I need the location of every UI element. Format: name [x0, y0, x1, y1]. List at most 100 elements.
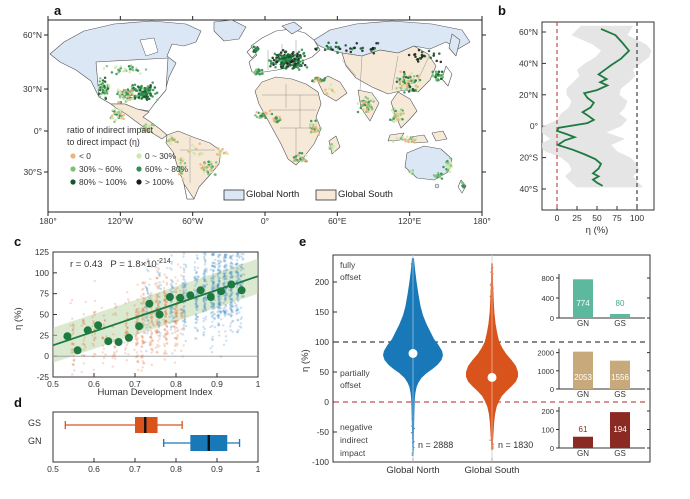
binned-mean-dot	[94, 321, 103, 330]
binned-mean-dot	[186, 291, 195, 300]
panel-d-row-gn: GN	[28, 436, 42, 446]
svg-text:125: 125	[35, 247, 49, 257]
svg-text:100: 100	[541, 426, 554, 435]
svg-text:1: 1	[256, 379, 261, 389]
panel-c-ylabel: η (%)	[13, 307, 24, 330]
svg-text:30°S: 30°S	[23, 167, 42, 177]
svg-text:0.7: 0.7	[129, 464, 141, 474]
n-global-north: n = 2888	[418, 440, 454, 450]
bar-gs	[610, 314, 630, 318]
svg-text:0: 0	[550, 444, 554, 453]
svg-text:60°W: 60°W	[182, 216, 203, 226]
binned-mean-dot	[135, 322, 144, 331]
bar-cat-partial-gs: GS	[614, 390, 626, 399]
svg-text:0.8: 0.8	[170, 379, 182, 389]
map-legend-item-0-30: 0 ~ 30%	[145, 151, 176, 161]
panel-a-label: a	[54, 3, 62, 18]
bar-cat-fully-gn: GN	[577, 319, 589, 328]
svg-text:30°N: 30°N	[23, 84, 42, 94]
bar-value-negative-gs: 194	[613, 425, 627, 434]
anno-negative-3: impact	[340, 448, 366, 458]
bar-gn	[573, 351, 593, 389]
bar-gn	[573, 436, 593, 448]
svg-text:0°: 0°	[530, 121, 538, 131]
svg-text:100: 100	[35, 268, 49, 278]
panel-e-inner	[334, 255, 649, 462]
svg-text:25: 25	[572, 213, 582, 223]
inset-fully-offset: 0 400 800	[541, 274, 650, 323]
binned-mean-dot	[196, 286, 205, 295]
svg-text:150: 150	[315, 307, 329, 317]
cat-global-south: Global South	[464, 465, 520, 476]
svg-text:800: 800	[541, 274, 554, 283]
panel-d-row-gs: GS	[28, 418, 42, 428]
inset-partially-offset: 0 1000 2000	[537, 348, 650, 394]
svg-text:0.9: 0.9	[211, 464, 223, 474]
svg-text:-25: -25	[37, 372, 50, 382]
svg-text:1000: 1000	[537, 367, 554, 376]
svg-text:100: 100	[630, 213, 644, 223]
map-axes: 60°N 30°N 0° 30°S 180° 120°W 60°W 0° 60°E 120°E 18…	[23, 16, 491, 226]
svg-text:180°: 180°	[39, 216, 57, 226]
svg-text:1: 1	[256, 464, 261, 474]
map-legend-item-80-100: 80% ~ 100%	[79, 177, 127, 187]
svg-text:0.8: 0.8	[170, 464, 182, 474]
svg-text:2000: 2000	[537, 349, 554, 358]
map-legend-item-gt100: > 100%	[145, 177, 174, 187]
panel-d-label: d	[14, 395, 22, 410]
cat-global-north: Global North	[386, 465, 440, 476]
svg-text:0°: 0°	[34, 126, 42, 136]
bar-gs	[610, 412, 630, 448]
bar-gn	[573, 279, 593, 318]
anno-partially-2: offset	[340, 380, 361, 390]
svg-text:-50: -50	[317, 427, 330, 437]
uncertainty-band	[542, 25, 652, 188]
bar-value-fully-gn: 774	[576, 299, 590, 308]
svg-text:25: 25	[40, 330, 50, 340]
svg-text:0.6: 0.6	[88, 379, 100, 389]
map-legend-item-lt0: < 0	[79, 151, 91, 161]
svg-text:400: 400	[541, 294, 554, 303]
anno-fully-2: offset	[340, 272, 361, 282]
svg-text:20°N: 20°N	[519, 90, 538, 100]
svg-text:60°N: 60°N	[23, 30, 42, 40]
svg-text:180°: 180°	[473, 216, 491, 226]
bar-gs	[610, 360, 630, 389]
binned-mean-dot	[124, 333, 133, 342]
panel-e-ylabel: η (%)	[300, 349, 311, 372]
svg-text:0: 0	[550, 385, 554, 394]
svg-text:0.5: 0.5	[47, 464, 59, 474]
panel-b-xlabel: η (%)	[585, 225, 609, 236]
svg-text:0: 0	[550, 314, 554, 323]
binned-mean-dot	[83, 326, 92, 335]
svg-text:40°N: 40°N	[519, 58, 538, 68]
binned-mean-dot	[63, 332, 72, 341]
svg-text:0.7: 0.7	[129, 379, 141, 389]
median-marker	[487, 372, 497, 382]
panel-c-xlabel: Human Development Index	[97, 387, 213, 398]
svg-text:0.6: 0.6	[88, 464, 100, 474]
svg-text:60°N: 60°N	[519, 27, 538, 37]
svg-text:120°W: 120°W	[108, 216, 134, 226]
binned-mean-dot	[237, 286, 246, 295]
svg-text:-100: -100	[312, 457, 329, 467]
svg-text:200: 200	[541, 407, 554, 416]
anno-fully-1: fully	[340, 260, 356, 270]
box-gs	[64, 417, 183, 433]
svg-text:40°S: 40°S	[519, 184, 538, 194]
bar-value-partial-gn: 2053	[574, 373, 592, 382]
svg-text:50: 50	[320, 367, 330, 377]
panel-c-inner	[53, 252, 258, 376]
binned-mean-dot	[217, 287, 226, 296]
bar-cat-fully-gs: GS	[614, 319, 626, 328]
map-legend-item-60-80: 60% ~ 80%	[145, 164, 189, 174]
median-marker	[408, 348, 418, 358]
r-value: r = 0.43	[70, 259, 103, 271]
panel-b-inner	[542, 22, 652, 210]
panel-c-label: c	[14, 234, 22, 249]
binned-mean-dot	[206, 293, 215, 301]
svg-text:0.9: 0.9	[211, 379, 223, 389]
panel-b-label: b	[498, 3, 506, 18]
svg-text:100: 100	[315, 337, 329, 347]
